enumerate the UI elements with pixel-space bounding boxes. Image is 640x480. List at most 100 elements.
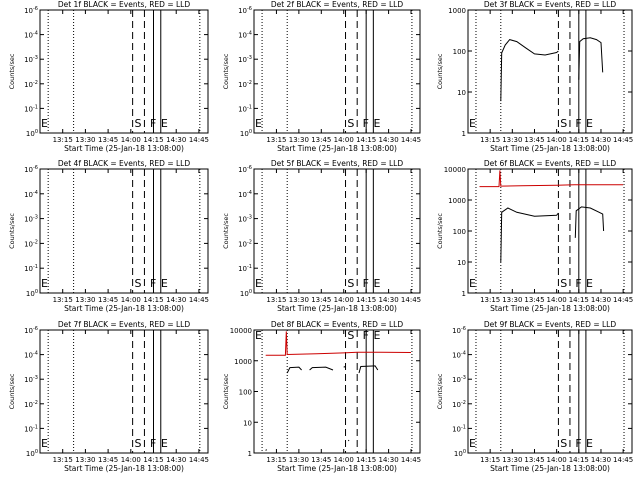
x-tick-label: 14:30 xyxy=(166,296,186,304)
marker-letter-e: E xyxy=(469,277,476,290)
x-tick-label: 14:45 xyxy=(189,136,209,144)
marker-letter-f: F xyxy=(363,329,369,342)
x-tick-label: 14:00 xyxy=(547,456,567,464)
marker-letter-e: E xyxy=(586,437,593,450)
y-tick-label: 10-6 xyxy=(24,6,38,15)
y-tick-label: 10-6 xyxy=(24,326,38,335)
marker-letter-s: S xyxy=(135,437,142,450)
y-tick-label: 10-1 xyxy=(238,264,252,273)
lld-series-line xyxy=(265,331,412,356)
x-tick-label: 13:30 xyxy=(75,296,95,304)
detector-panel-9: Det 9f BLACK = Events, RED = LLD 10-6 10-4… xyxy=(436,320,633,473)
y-tick-label: 10-1 xyxy=(24,264,38,273)
y-tick-label: 10-3 xyxy=(24,375,38,384)
x-axis-label: Start Time (25-Jan-18 13:08:00) xyxy=(64,304,184,313)
x-axis-label: Start Time (25-Jan-18 13:08:00) xyxy=(64,144,184,153)
y-tick-label: 1 xyxy=(248,450,252,458)
x-tick-label: 14:45 xyxy=(189,296,209,304)
marker-letter-f: F xyxy=(150,117,156,130)
marker-letter-e: E xyxy=(41,277,48,290)
x-tick-label: 14:45 xyxy=(401,456,421,464)
y-tick-label: 100 xyxy=(453,228,466,236)
x-tick-label: 13:30 xyxy=(502,456,522,464)
x-tick-label: 14:45 xyxy=(189,456,209,464)
x-tick-label: 14:15 xyxy=(143,136,163,144)
x-tick-label: 14:30 xyxy=(379,456,399,464)
panel-title: Det 1f BLACK = Events, RED = LLD xyxy=(58,0,191,9)
x-tick-label: 13:30 xyxy=(502,296,522,304)
marker-letter-e: E xyxy=(161,117,168,130)
x-tick-label: 14:00 xyxy=(334,136,354,144)
panel-title: Det 9f BLACK = Events, RED = LLD xyxy=(484,320,617,329)
y-tick-label: 10-1 xyxy=(24,424,38,433)
y-axis-label: Counts/sec xyxy=(222,213,230,249)
y-tick-label: 10-3 xyxy=(238,215,252,224)
x-tick-label: 14:15 xyxy=(143,296,163,304)
marker-letter-e: E xyxy=(161,437,168,450)
detector-panel-5: Det 5f BLACK = Events, RED = LLD 10-6 10-4… xyxy=(222,159,421,313)
plot-frame xyxy=(467,9,633,134)
x-tick-label: 13:45 xyxy=(98,456,118,464)
x-tick-label: 13:15 xyxy=(53,296,73,304)
x-tick-label: 14:00 xyxy=(334,456,354,464)
x-tick-label: 13:30 xyxy=(289,296,309,304)
x-tick-label: 14:15 xyxy=(356,456,376,464)
detector-panel-6: Det 6f BLACK = Events, RED = LLD 10000 100… xyxy=(436,159,633,313)
y-tick-label: 10-2 xyxy=(24,239,38,248)
marker-letter-e: E xyxy=(255,117,262,130)
y-tick-label: 10000 xyxy=(230,327,252,335)
x-axis-label: Start Time (25-Jan-18 13:08:00) xyxy=(277,304,397,313)
marker-letter-e: E xyxy=(586,117,593,130)
x-tick-label: 14:45 xyxy=(613,136,633,144)
y-tick-label: 10 xyxy=(243,419,252,427)
y-tick-label: 10-4 xyxy=(452,351,466,360)
x-tick-label: 14:30 xyxy=(379,136,399,144)
events-series-line xyxy=(578,37,604,80)
y-tick-label: 100 xyxy=(26,449,38,458)
y-tick-label: 10-3 xyxy=(238,55,252,64)
y-axis-label: Counts/sec xyxy=(436,373,444,409)
marker-letter-f: F xyxy=(150,437,156,450)
marker-letter-f: F xyxy=(575,117,581,130)
x-axis-label: Start Time (25-Jan-18 13:08:00) xyxy=(64,464,184,473)
x-tick-label: 14:45 xyxy=(613,456,633,464)
x-tick-label: 13:30 xyxy=(289,456,309,464)
x-tick-label: 14:15 xyxy=(143,456,163,464)
detector-panel-7: Det 7f BLACK = Events, RED = LLD 10-6 10-4… xyxy=(8,320,209,473)
events-series-line xyxy=(574,206,605,238)
events-series-line xyxy=(358,365,379,374)
y-tick-label: 10-2 xyxy=(238,239,252,248)
x-tick-label: 13:15 xyxy=(266,136,286,144)
marker-letter-e: E xyxy=(586,277,593,290)
y-tick-label: 10-2 xyxy=(238,80,252,89)
y-tick-label: 10-6 xyxy=(238,165,252,174)
y-tick-label: 10-4 xyxy=(238,190,252,199)
x-tick-label: 13:45 xyxy=(311,136,331,144)
x-tick-label: 13:30 xyxy=(75,136,95,144)
x-tick-label: 13:15 xyxy=(480,296,500,304)
panel-title: Det 4f BLACK = Events, RED = LLD xyxy=(58,159,191,168)
y-tick-label: 10 xyxy=(457,89,466,97)
x-tick-label: 14:00 xyxy=(547,136,567,144)
y-tick-label: 100 xyxy=(26,129,38,138)
x-tick-label: 14:00 xyxy=(121,136,141,144)
x-tick-label: 13:30 xyxy=(75,456,95,464)
y-tick-label: 10-6 xyxy=(238,6,252,15)
x-tick-label: 13:45 xyxy=(524,296,544,304)
x-tick-label: 14:45 xyxy=(401,296,421,304)
lld-series-line xyxy=(479,170,624,188)
marker-letter-s: S xyxy=(135,117,142,130)
y-tick-label: 10-6 xyxy=(452,326,466,335)
x-tick-label: 14:30 xyxy=(166,456,186,464)
events-series-line xyxy=(265,449,267,451)
x-tick-label: 13:15 xyxy=(480,456,500,464)
x-axis-label: Start Time (25-Jan-18 13:08:00) xyxy=(277,144,397,153)
y-tick-label: 100 xyxy=(239,389,252,397)
marker-letter-e: E xyxy=(469,117,476,130)
y-tick-label: 10-4 xyxy=(24,190,38,199)
y-tick-label: 10 xyxy=(457,259,466,267)
y-tick-label: 100 xyxy=(240,129,252,138)
y-tick-label: 100 xyxy=(240,289,252,298)
events-series-line xyxy=(500,39,559,102)
x-tick-label: 13:45 xyxy=(98,296,118,304)
